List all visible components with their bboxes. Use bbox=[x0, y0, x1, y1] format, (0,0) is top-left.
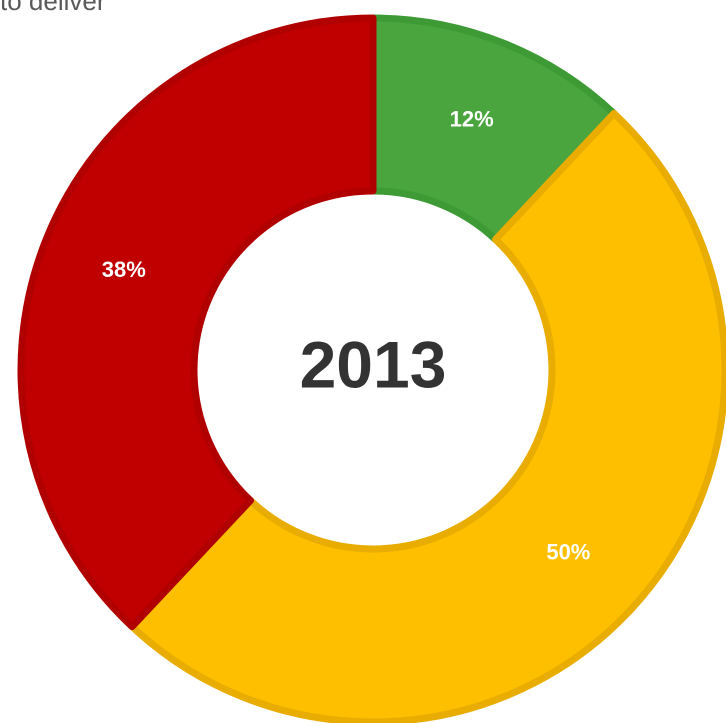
donut-slice-38 bbox=[17, 14, 377, 631]
slice-label-12: 12% bbox=[450, 107, 494, 132]
chart-caption: to deliver bbox=[0, 0, 106, 16]
slice-label-38: 38% bbox=[102, 257, 146, 282]
donut-slice-50 bbox=[128, 109, 726, 723]
donut-slices bbox=[17, 14, 726, 723]
slice-label-50: 50% bbox=[546, 539, 590, 564]
center-year-label: 2013 bbox=[300, 327, 447, 401]
slice-labels: 12% 50% 38% bbox=[102, 107, 591, 565]
